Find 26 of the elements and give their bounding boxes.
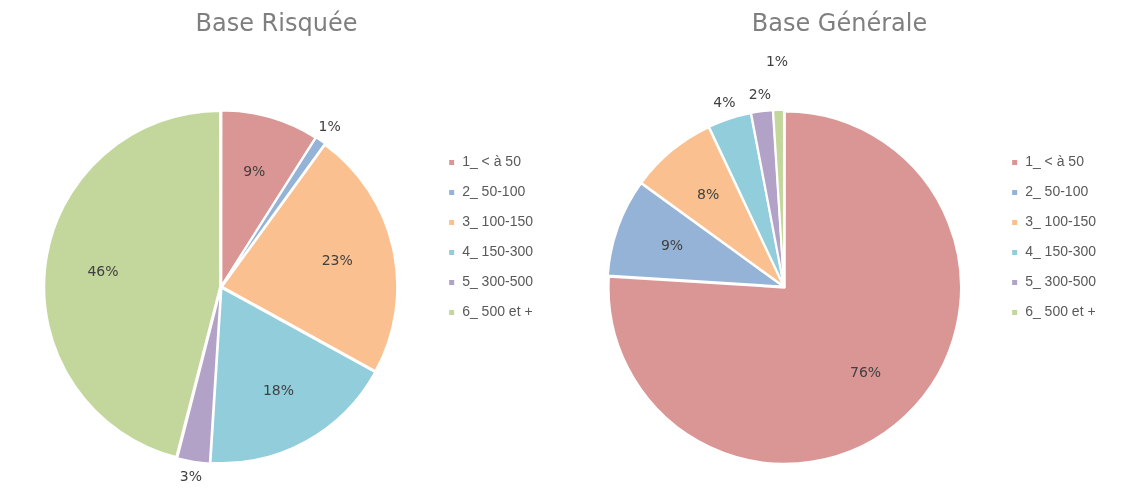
legend-label: 1_ < à 50 <box>1025 153 1085 170</box>
data-label: 76% <box>850 364 882 381</box>
legend-label: 4_ 150-300 <box>462 243 534 260</box>
chart-title: Base Générale <box>751 8 928 37</box>
legend-label: 1_ < à 50 <box>462 153 522 170</box>
legend-label: 5_ 300-500 <box>1025 273 1097 290</box>
data-label: 1% <box>318 117 341 134</box>
data-label: 9% <box>243 163 266 180</box>
data-label: 2% <box>748 85 771 102</box>
legend-label: 5_ 300-500 <box>462 273 534 290</box>
data-label: 9% <box>660 237 684 254</box>
chart-title: Base Risquée <box>195 8 358 37</box>
data-label: 18% <box>262 381 294 398</box>
data-label: 46% <box>87 262 119 279</box>
data-label: 1% <box>765 52 789 69</box>
data-label: 8% <box>697 185 720 202</box>
legend-label: 2_ 50-100 <box>1025 183 1089 200</box>
legend-label: 3_ 100-150 <box>462 213 534 230</box>
data-label: 3% <box>179 468 202 485</box>
legend-label: 4_ 150-300 <box>1025 243 1097 260</box>
legend-label: 2_ 50-100 <box>462 183 526 200</box>
legend-label: 6_ 500 et + <box>462 303 533 320</box>
legend-label: 3_ 100-150 <box>1025 213 1097 230</box>
legend-label: 6_ 500 et + <box>1025 303 1096 320</box>
data-label: 4% <box>713 93 736 110</box>
data-label: 23% <box>321 251 353 268</box>
